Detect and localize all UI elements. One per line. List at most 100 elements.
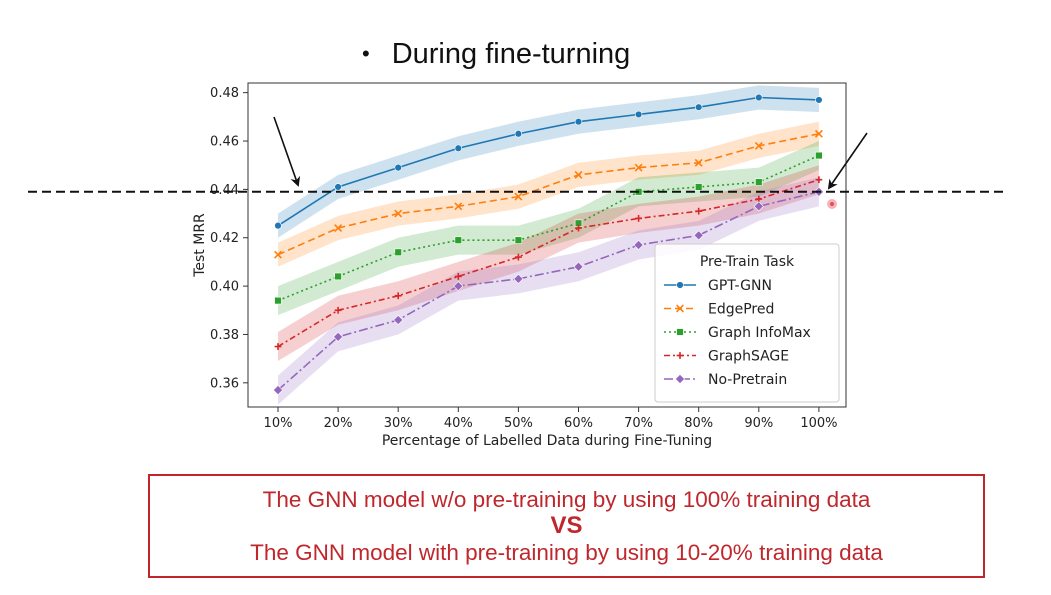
gpt-gnn-band — [278, 85, 819, 238]
data-point — [634, 163, 643, 172]
data-point — [513, 273, 524, 284]
x-tick-label: 50% — [504, 416, 533, 431]
no-pretrain-line — [277, 191, 820, 391]
x-tick-label: 100% — [800, 416, 837, 431]
x-tick-label: 30% — [384, 416, 413, 431]
data-point — [454, 273, 462, 280]
data-point — [274, 250, 282, 259]
gpt-gnn-markers — [274, 93, 823, 230]
data-point — [676, 281, 684, 289]
data-point — [694, 103, 703, 111]
x-tick-label: 60% — [564, 416, 593, 431]
edgepred-line — [277, 132, 820, 256]
data-point — [333, 331, 344, 342]
slide-heading: During fine-turning — [391, 37, 631, 70]
data-point — [274, 296, 282, 305]
callout-line-without-pretraining: The GNN model w/o pre-training by using … — [262, 487, 871, 512]
data-point — [514, 130, 523, 138]
edgepred-band — [278, 121, 819, 267]
data-point — [676, 352, 684, 359]
data-point — [754, 141, 763, 150]
legend-item-graphsage: GraphSAGE — [664, 349, 789, 365]
legend-label: Graph InfoMax — [708, 325, 811, 341]
cursor-dot — [830, 202, 834, 206]
x-tick-label: 70% — [624, 416, 653, 431]
data-point — [695, 207, 703, 215]
graphsage-band — [278, 165, 819, 362]
data-point — [815, 151, 823, 160]
data-point — [674, 373, 686, 385]
slide-heading-row: • During fine-turning — [362, 34, 630, 74]
plot-frame — [247, 82, 847, 408]
data-point — [394, 209, 403, 218]
data-point — [393, 314, 404, 325]
callout-vs: VS — [550, 512, 583, 539]
y-axis-ticks: 0.36 0.38 0.40 0.42 0.44 0.46 0.48 — [210, 86, 248, 391]
data-point — [334, 306, 342, 314]
data-point — [334, 183, 342, 191]
data-point — [634, 110, 643, 119]
y-tick-label: 0.46 — [210, 135, 239, 150]
legend: Pre-Train Task GPT-GNN EdgePred Graph Info… — [654, 243, 840, 403]
y-tick-label: 0.44 — [210, 183, 239, 198]
data-point — [694, 158, 703, 167]
legend-title: Pre-Train Task — [700, 254, 795, 270]
x-axis-ticks: 10% 20% 30% 40% 50% 60% 70% 80% 90% 100% — [264, 407, 837, 431]
data-point — [693, 230, 704, 241]
data-point — [574, 117, 583, 126]
y-tick-label: 0.42 — [210, 231, 239, 246]
data-point — [753, 201, 764, 212]
x-tick-label: 20% — [324, 416, 353, 431]
data-point — [514, 236, 523, 244]
x-tick-label: 10% — [264, 416, 293, 431]
data-point — [514, 192, 523, 201]
data-point — [574, 170, 583, 179]
bullet-point: • — [362, 41, 370, 66]
legend-label: EdgePred — [708, 302, 774, 318]
x-tick-label: 40% — [444, 416, 473, 431]
x-tick-label: 80% — [684, 416, 713, 431]
gpt-gnn-line — [277, 96, 819, 227]
data-point — [815, 96, 823, 104]
data-point — [453, 281, 464, 292]
data-point — [676, 328, 684, 336]
legend-item-gpt-gnn: GPT-GNN — [664, 278, 772, 294]
data-point — [394, 163, 402, 172]
data-point — [454, 144, 462, 152]
series-markers — [272, 93, 824, 396]
callout-line-with-pretraining: The GNN model with pre-training by using… — [250, 540, 883, 565]
confidence-bands — [278, 85, 819, 405]
left-arrow-annotation — [273, 116, 301, 187]
data-point — [274, 221, 282, 230]
edgepred-markers — [274, 129, 823, 259]
graph-infomax-band — [278, 141, 819, 316]
data-point — [635, 215, 642, 222]
graphsage-line — [277, 178, 820, 348]
legend-item-no-pretrain: No-Pretrain — [664, 372, 787, 388]
data-point — [394, 248, 402, 256]
x-tick-label: 90% — [744, 416, 773, 431]
graph-infomax-markers — [274, 151, 823, 305]
comparison-callout-box: The GNN model w/o pre-training by using … — [148, 474, 985, 578]
y-tick-label: 0.38 — [210, 328, 239, 343]
no-pretrain-band — [278, 177, 819, 405]
data-point — [575, 224, 582, 232]
legend-label: GPT-GNN — [708, 278, 772, 294]
data-point — [676, 304, 684, 313]
legend-item-edgepred: EdgePred — [664, 302, 774, 318]
data-point — [515, 253, 522, 261]
data-point — [334, 224, 343, 233]
legend-item-graph-infomax: Graph InfoMax — [664, 325, 811, 341]
data-point — [334, 272, 342, 281]
data-point — [274, 343, 282, 350]
y-tick-label: 0.48 — [210, 86, 239, 101]
series-lines — [277, 96, 820, 391]
graph-infomax-line — [277, 154, 820, 302]
data-point — [573, 261, 584, 272]
right-arrow-annotation — [827, 132, 868, 190]
data-point — [755, 93, 763, 102]
data-point — [454, 202, 463, 211]
y-tick-label: 0.36 — [210, 376, 239, 391]
y-axis-title: Test MRR — [192, 213, 208, 278]
data-point — [633, 239, 644, 251]
